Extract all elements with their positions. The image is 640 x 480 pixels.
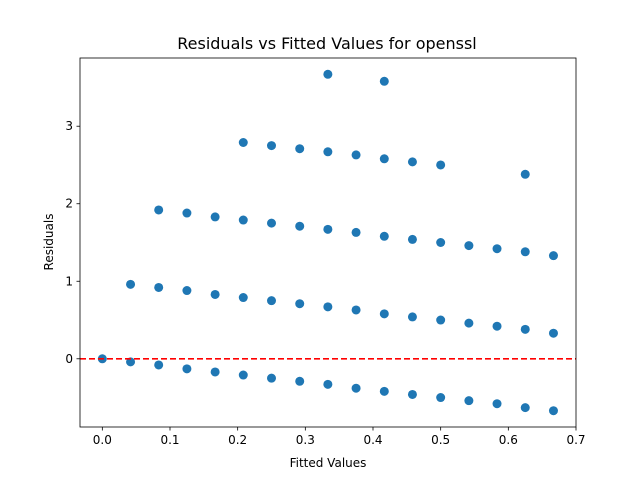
chart-title: Residuals vs Fitted Values for openssl <box>177 34 477 53</box>
x-tick-label: 0.2 <box>228 433 247 447</box>
data-point-49 <box>267 141 276 151</box>
data-point-20 <box>210 289 220 299</box>
data-point-37 <box>267 218 276 228</box>
data-point-35 <box>210 212 220 222</box>
x-tick-label: 0.7 <box>566 433 585 447</box>
data-point-29 <box>464 318 474 328</box>
y-tick-label: 2 <box>65 197 73 211</box>
data-point-7 <box>295 376 305 386</box>
data-point-16 <box>548 406 558 416</box>
y-tick-label: 1 <box>65 274 73 288</box>
data-point-34 <box>182 208 192 218</box>
data-point-5 <box>238 370 248 380</box>
data-point-58 <box>379 76 389 86</box>
data-point-57 <box>323 69 333 79</box>
x-tick-label: 0.0 <box>93 433 112 447</box>
data-point-33 <box>154 205 164 215</box>
data-point-3 <box>182 364 192 374</box>
data-point-55 <box>436 160 446 170</box>
data-point-51 <box>323 147 333 157</box>
data-point-56 <box>520 169 530 179</box>
x-tick-label: 0.4 <box>363 433 382 447</box>
x-axis-label: Fitted Values <box>290 456 367 470</box>
data-point-8 <box>323 379 333 389</box>
data-point-43 <box>436 238 446 247</box>
data-point-14 <box>492 399 502 409</box>
data-point-24 <box>323 302 333 312</box>
y-axis-label: Residuals <box>42 214 56 271</box>
x-tick-label: 0.1 <box>160 433 179 447</box>
data-point-4 <box>210 367 220 377</box>
data-point-54 <box>407 157 417 167</box>
data-point-48 <box>238 138 248 147</box>
data-point-47 <box>548 251 558 261</box>
data-point-38 <box>295 221 305 231</box>
data-point-6 <box>267 373 276 383</box>
data-points <box>97 69 558 416</box>
data-point-45 <box>492 244 502 254</box>
y-tick-label: 3 <box>65 119 73 133</box>
data-point-15 <box>520 403 530 413</box>
data-point-30 <box>492 321 502 331</box>
data-point-31 <box>520 324 530 334</box>
data-point-17 <box>126 279 136 289</box>
data-point-21 <box>238 293 248 303</box>
plot-frame <box>79 57 577 428</box>
data-point-41 <box>379 231 389 241</box>
data-point-36 <box>238 215 248 225</box>
data-point-12 <box>436 393 446 403</box>
x-axis-ticks: 0.0 0.1 0.2 0.3 0.4 0.5 0.6 0.7 <box>93 427 586 447</box>
y-tick-label: 0 <box>65 352 73 366</box>
data-point-2 <box>154 360 164 370</box>
data-point-1 <box>126 357 136 367</box>
data-point-9 <box>351 383 361 393</box>
data-point-22 <box>267 296 276 306</box>
data-point-11 <box>407 389 417 399</box>
data-point-50 <box>295 144 305 154</box>
data-point-18 <box>154 282 164 292</box>
data-point-28 <box>436 315 446 325</box>
data-point-39 <box>323 224 333 234</box>
data-point-53 <box>379 154 389 164</box>
data-point-46 <box>520 247 530 257</box>
data-point-23 <box>295 299 305 309</box>
data-point-32 <box>548 328 558 338</box>
data-point-10 <box>379 386 389 396</box>
data-point-26 <box>379 309 389 319</box>
data-point-42 <box>407 234 417 244</box>
data-point-13 <box>464 396 474 406</box>
data-point-19 <box>182 286 192 296</box>
x-tick-label: 0.3 <box>296 433 315 447</box>
data-point-44 <box>464 241 474 251</box>
x-tick-label: 0.6 <box>499 433 518 447</box>
data-point-52 <box>351 150 361 160</box>
x-tick-label: 0.5 <box>431 433 450 447</box>
data-point-27 <box>407 312 417 322</box>
y-axis-ticks: 0 1 2 3 <box>65 119 80 366</box>
data-point-40 <box>351 227 361 237</box>
data-point-25 <box>351 305 361 315</box>
